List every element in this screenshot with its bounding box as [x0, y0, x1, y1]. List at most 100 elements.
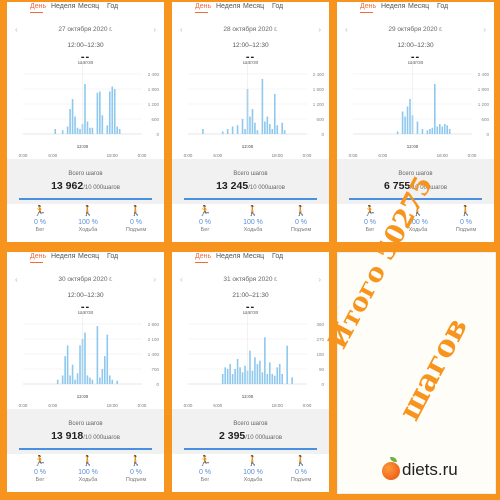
tab-month[interactable]: Месяц	[78, 3, 100, 10]
tab-month[interactable]: Месяц	[243, 3, 265, 10]
total-steps-value: 2 395/10 000шагов	[172, 430, 329, 442]
prev-day-button[interactable]: ‹	[15, 275, 18, 284]
next-day-button[interactable]: ›	[318, 25, 321, 34]
step-bar	[401, 111, 404, 134]
tab-day[interactable]: День	[30, 253, 47, 260]
phone-panel: День Неделя Месяц Год 30 октября 2020 г. ‹ › 12…	[7, 252, 164, 492]
tab-month[interactable]: Месяц	[78, 253, 100, 260]
step-bar	[229, 364, 231, 384]
prev-day-button[interactable]: ‹	[180, 275, 183, 284]
tab-week[interactable]: Неделя	[51, 253, 76, 260]
x-tick-label: 6:00	[48, 153, 57, 158]
activity-climb: 🚶 0 % Подъем	[116, 206, 156, 233]
next-day-button[interactable]: ›	[153, 275, 156, 284]
activity-walk: 🚶 100 % Ходьба	[398, 206, 438, 233]
tab-year[interactable]: Год	[437, 3, 449, 10]
step-bar	[113, 89, 116, 134]
x-tick-label: 12:00	[77, 394, 89, 399]
tab-day[interactable]: День	[30, 3, 47, 10]
y-tick-label: 360	[316, 322, 324, 327]
activity-walk: 🚶 100 % Ходьба	[68, 456, 108, 483]
prev-day-button[interactable]: ‹	[345, 25, 348, 34]
step-bar	[56, 379, 59, 384]
period-tabs: День Неделя Месяц Год	[172, 252, 329, 264]
tab-month[interactable]: Месяц	[243, 253, 265, 260]
next-day-button[interactable]: ›	[153, 25, 156, 34]
tab-week[interactable]: Неделя	[51, 3, 76, 10]
activity-label: Ходьба	[78, 227, 98, 233]
period-tabs: День Неделя Месяц Год	[7, 252, 164, 264]
date-row: 27 октября 2020 г. ‹ ›	[7, 25, 164, 36]
activity-percent: 100 %	[408, 219, 428, 226]
steps-goal: /10 000шагов	[83, 185, 120, 191]
tab-month[interactable]: Месяц	[408, 3, 430, 10]
next-day-button[interactable]: ›	[318, 275, 321, 284]
caption-panel	[337, 252, 496, 494]
activity-label: Подъем	[455, 227, 477, 233]
walk-icon: 🚶	[81, 206, 95, 217]
tab-year[interactable]: Год	[272, 253, 284, 260]
tab-year[interactable]: Год	[272, 3, 284, 10]
total-steps-card: Всего шагов 13 918/10 000шагов	[7, 409, 164, 454]
x-tick-label: 0:00	[138, 403, 147, 408]
steps-goal: /10 000шагов	[83, 435, 120, 441]
tab-day[interactable]: День	[195, 3, 212, 10]
activity-walk: 🚶 100 % Ходьба	[233, 206, 273, 233]
step-bar	[226, 369, 229, 384]
y-tick-label: 1 200	[148, 102, 160, 107]
activity-percent: 100 %	[78, 219, 98, 226]
y-tick-label: 0	[486, 132, 489, 137]
tab-day[interactable]: День	[195, 253, 212, 260]
x-tick-label: 0:00	[349, 153, 358, 158]
step-bar	[249, 116, 251, 134]
phone-panel: День Неделя Месяц Год 28 октября 2020 г. ‹ › 12…	[172, 2, 329, 242]
activity-percent: 0 %	[129, 469, 143, 476]
tab-week[interactable]: Неделя	[216, 3, 241, 10]
stairs-icon: 🚶	[294, 206, 308, 217]
stairs-icon: 🚶	[459, 206, 473, 217]
phone-panel: День Неделя Месяц Год 31 октября 2020 г. ‹ › 21…	[172, 252, 329, 492]
step-bar	[271, 374, 274, 384]
x-tick-label: 0:00	[468, 153, 477, 158]
selected-steps: --	[245, 51, 256, 63]
tab-week[interactable]: Неделя	[216, 253, 241, 260]
y-tick-label: 0	[156, 132, 159, 137]
step-bar	[416, 121, 419, 134]
tab-week[interactable]: Неделя	[381, 3, 406, 10]
tab-year[interactable]: Год	[107, 3, 119, 10]
step-bar	[269, 124, 271, 134]
x-tick-label: 18:00	[272, 153, 284, 158]
activity-walk: 🚶 100 % Ходьба	[68, 206, 108, 233]
y-tick-label: 1 200	[478, 102, 490, 107]
activity-run: 🏃 0 % Бег	[20, 206, 60, 233]
step-bar	[286, 345, 288, 384]
stairs-icon: 🚶	[129, 206, 143, 217]
total-steps-card: Всего шагов 13 245/10 000шагов	[172, 159, 329, 204]
date-row: 28 октября 2020 г. ‹ ›	[172, 25, 329, 36]
tab-year[interactable]: Год	[107, 253, 119, 260]
steps-chart: 2 800 2 100 1 400 700 0 0:00 6:00 12:00 18:00 0:0…	[19, 314, 159, 408]
step-bar	[66, 126, 69, 134]
steps-goal: /10 000шагов	[248, 185, 285, 191]
phone-panel: День Неделя Месяц Год 29 октября 2020 г. ‹ › 12…	[337, 2, 494, 242]
step-bar	[69, 375, 71, 384]
tab-day[interactable]: День	[360, 3, 377, 10]
next-day-button[interactable]: ›	[483, 25, 486, 34]
x-tick-label: 12:00	[77, 144, 89, 149]
brand-logo: diets.ru	[382, 457, 492, 488]
activity-label: Ходьба	[243, 227, 263, 233]
total-steps-number: 13 962	[51, 180, 84, 192]
run-icon: 🏃	[33, 456, 47, 467]
prev-day-button[interactable]: ‹	[180, 25, 183, 34]
step-bar	[426, 130, 429, 134]
activity-label: Подъем	[125, 227, 147, 233]
tab-underline	[195, 12, 208, 13]
step-bar	[236, 125, 239, 134]
activity-percent: 100 %	[243, 469, 263, 476]
prev-day-button[interactable]: ‹	[15, 25, 18, 34]
y-tick-label: 700	[151, 367, 159, 372]
progress-line	[19, 198, 152, 200]
step-bar	[264, 337, 266, 384]
activity-percent: 100 %	[243, 219, 263, 226]
step-bar	[61, 130, 64, 134]
